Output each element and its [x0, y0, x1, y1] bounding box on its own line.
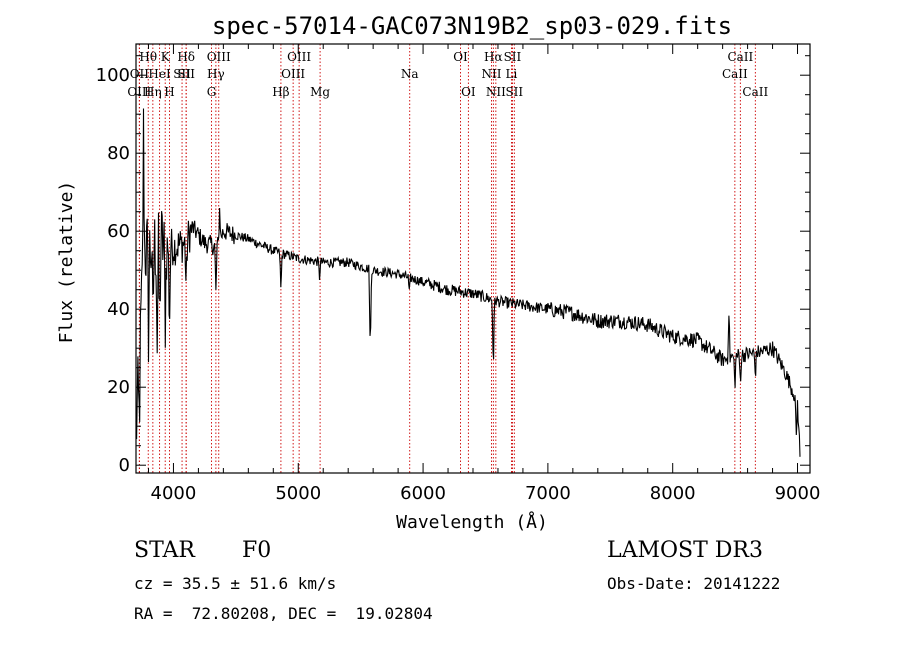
x-tick-label: 9000 [775, 483, 821, 504]
spectral-line-label: Hη [144, 85, 162, 99]
spectral-line-label: OIII [281, 67, 305, 81]
x-tick-label: 6000 [400, 483, 446, 504]
spectral-line-label: Na [401, 67, 419, 81]
spectral-line-label: OI [461, 85, 476, 99]
y-tick-label: 100 [96, 65, 130, 86]
y-axis-label: Flux (relative) [56, 181, 77, 344]
chart-title: spec-57014-GAC073N19B2_sp03-029.fits [212, 12, 732, 40]
spectral-line-label: NII [486, 85, 506, 99]
y-tick-label: 40 [107, 299, 130, 320]
spectral-line-label: CaII [722, 67, 748, 81]
spectral-line-label: SII [177, 67, 195, 81]
x-axis-label: Wavelength (Å) [396, 511, 548, 533]
y-axis: 0 20 40 60 80 100 [96, 55, 810, 476]
spectral-line-label: Mg [310, 85, 330, 99]
spectral-line-label: CaII [742, 85, 768, 99]
x-tick-label: 7000 [525, 483, 571, 504]
obs-date: Obs-Date: 20141222 [607, 574, 781, 593]
y-tick-label: 60 [107, 221, 130, 242]
spectral-line-label: OIII [287, 50, 311, 64]
spectral-line-label: G [207, 85, 217, 99]
y-tick-label: 0 [119, 455, 130, 476]
spectrum-line [135, 108, 801, 457]
x-axis: 4000 5000 6000 7000 8000 9000 [147, 44, 821, 504]
spectral-line-label: OIII [207, 50, 231, 64]
spectral-line-label: CaII [727, 50, 753, 64]
spectral-line-label: HeI [148, 67, 171, 81]
spectral-line-label: NII [481, 67, 501, 81]
redshift-value: cz = 35.5 ± 51.6 km/s [134, 574, 337, 593]
spectral-line-label: Hγ [207, 67, 225, 81]
plot-frame [135, 43, 811, 474]
spectral-line-labels: HθOIIOIIIKHeIHηSIIHHδSIIOIIIHγGOIIIOIIIH… [127, 50, 768, 99]
spectral-line-markers [138, 44, 756, 473]
plot-border [135, 43, 811, 474]
spectral-line-label: SII [173, 67, 191, 81]
spectral-line-label: SII [504, 50, 522, 64]
spectral-line-label: K [161, 50, 171, 64]
spectral-line-label: OI [453, 50, 468, 64]
object-subclass: F0 [242, 538, 272, 563]
spectral-line-label: OIII [127, 85, 151, 99]
coordinates: RA = 72.80208, DEC = 19.02804 [134, 604, 433, 623]
spectral-line-label: Hθ [139, 50, 157, 64]
spectral-line-label: Li [506, 67, 518, 81]
spectral-line-label: Hα [484, 50, 503, 64]
object-class: STAR [134, 538, 195, 563]
spectral-line-label: Hβ [272, 85, 289, 99]
spectral-line-label: Hδ [177, 50, 195, 64]
spectral-line-label: H [164, 85, 174, 99]
spectral-line-label: SII [505, 85, 523, 99]
y-tick-label: 20 [107, 377, 130, 398]
survey-label: LAMOST DR3 [607, 538, 763, 563]
x-tick-label: 4000 [151, 483, 197, 504]
x-tick-label: 8000 [650, 483, 696, 504]
x-tick-label: 5000 [275, 483, 321, 504]
spectral-line-label: OII [130, 67, 150, 81]
y-tick-label: 80 [107, 143, 130, 164]
